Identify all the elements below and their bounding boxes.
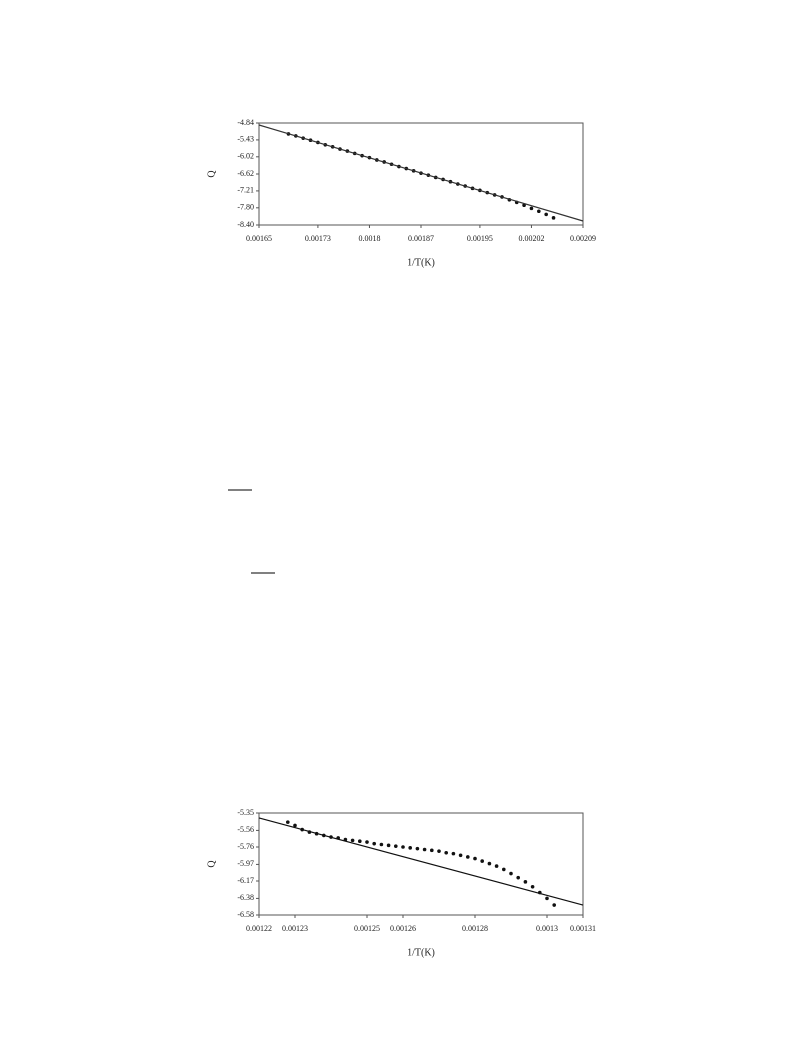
data-point [372, 841, 377, 846]
x-tick-label: 0.0018 [358, 234, 380, 243]
data-point [458, 853, 463, 858]
data-point [379, 842, 384, 847]
data-point [350, 838, 355, 843]
data-point [529, 206, 534, 211]
x-tick-label: 0.00209 [570, 234, 596, 243]
y-tick-label: -5.76 [237, 842, 254, 851]
x-tick-label: 0.00187 [408, 234, 434, 243]
data-point [415, 846, 420, 851]
x-tick-label: 0.00125 [354, 924, 380, 933]
x-axis-title: 1/T(K) [407, 947, 435, 958]
data-point [487, 861, 492, 866]
fit-line [258, 817, 584, 906]
y-axis-title: Q [206, 860, 217, 868]
y-tick-label: -6.58 [237, 910, 254, 919]
y-tick-label: -4.84 [237, 118, 254, 127]
y-tick-label: -5.43 [237, 135, 254, 144]
x-tick-label: 0.00195 [467, 234, 493, 243]
x-tick-label: 0.00131 [570, 924, 596, 933]
data-point [466, 855, 470, 859]
y-tick-label: -5.56 [237, 825, 254, 834]
data-point [537, 209, 541, 214]
x-tick-label: 0.00165 [246, 234, 272, 243]
data-point [451, 851, 456, 856]
y-tick-label: -5.35 [237, 808, 254, 817]
data-point [394, 844, 398, 848]
y-tick-label: -7.80 [237, 203, 254, 212]
data-point [516, 875, 520, 880]
y-tick-label: -6.38 [237, 893, 254, 902]
data-point [408, 846, 413, 850]
x-tick-label: 0.00173 [305, 234, 331, 243]
x-axis-title: 1/T(K) [407, 257, 435, 268]
y-tick-label: -7.21 [237, 186, 254, 195]
data-point [544, 212, 548, 217]
x-tick-label: 0.00128 [462, 924, 488, 933]
data-point [545, 896, 549, 901]
data-point [386, 843, 391, 848]
data-point [523, 880, 528, 884]
x-tick-label: 0.00123 [282, 924, 308, 933]
data-point [552, 903, 556, 907]
data-point [365, 840, 369, 844]
data-point [401, 845, 405, 849]
data-point [444, 851, 449, 855]
data-point [437, 849, 441, 853]
data-point [422, 847, 427, 852]
x-tick-label: 0.00202 [518, 234, 544, 243]
data-point [358, 839, 362, 843]
data-point [473, 856, 477, 861]
x-tick-label: 0.00126 [390, 924, 416, 933]
fit-line [258, 124, 584, 222]
data-point [509, 871, 513, 876]
data-point [480, 859, 485, 863]
y-tick-label: -6.17 [237, 876, 254, 885]
data-point [530, 885, 535, 889]
x-tick-label: 0.0013 [536, 924, 558, 933]
data-point [551, 216, 556, 220]
x-tick-label: 0.00122 [246, 924, 272, 933]
y-tick-label: -5.97 [237, 859, 254, 868]
data-point [293, 823, 297, 828]
data-point [286, 820, 290, 824]
data-point [494, 864, 499, 868]
data-point [430, 848, 434, 853]
y-axis-title: Q [206, 170, 217, 178]
y-tick-label: -6.02 [237, 152, 254, 161]
y-tick-label: -8.40 [237, 220, 254, 229]
data-point [502, 867, 506, 872]
y-tick-label: -6.62 [237, 169, 254, 178]
